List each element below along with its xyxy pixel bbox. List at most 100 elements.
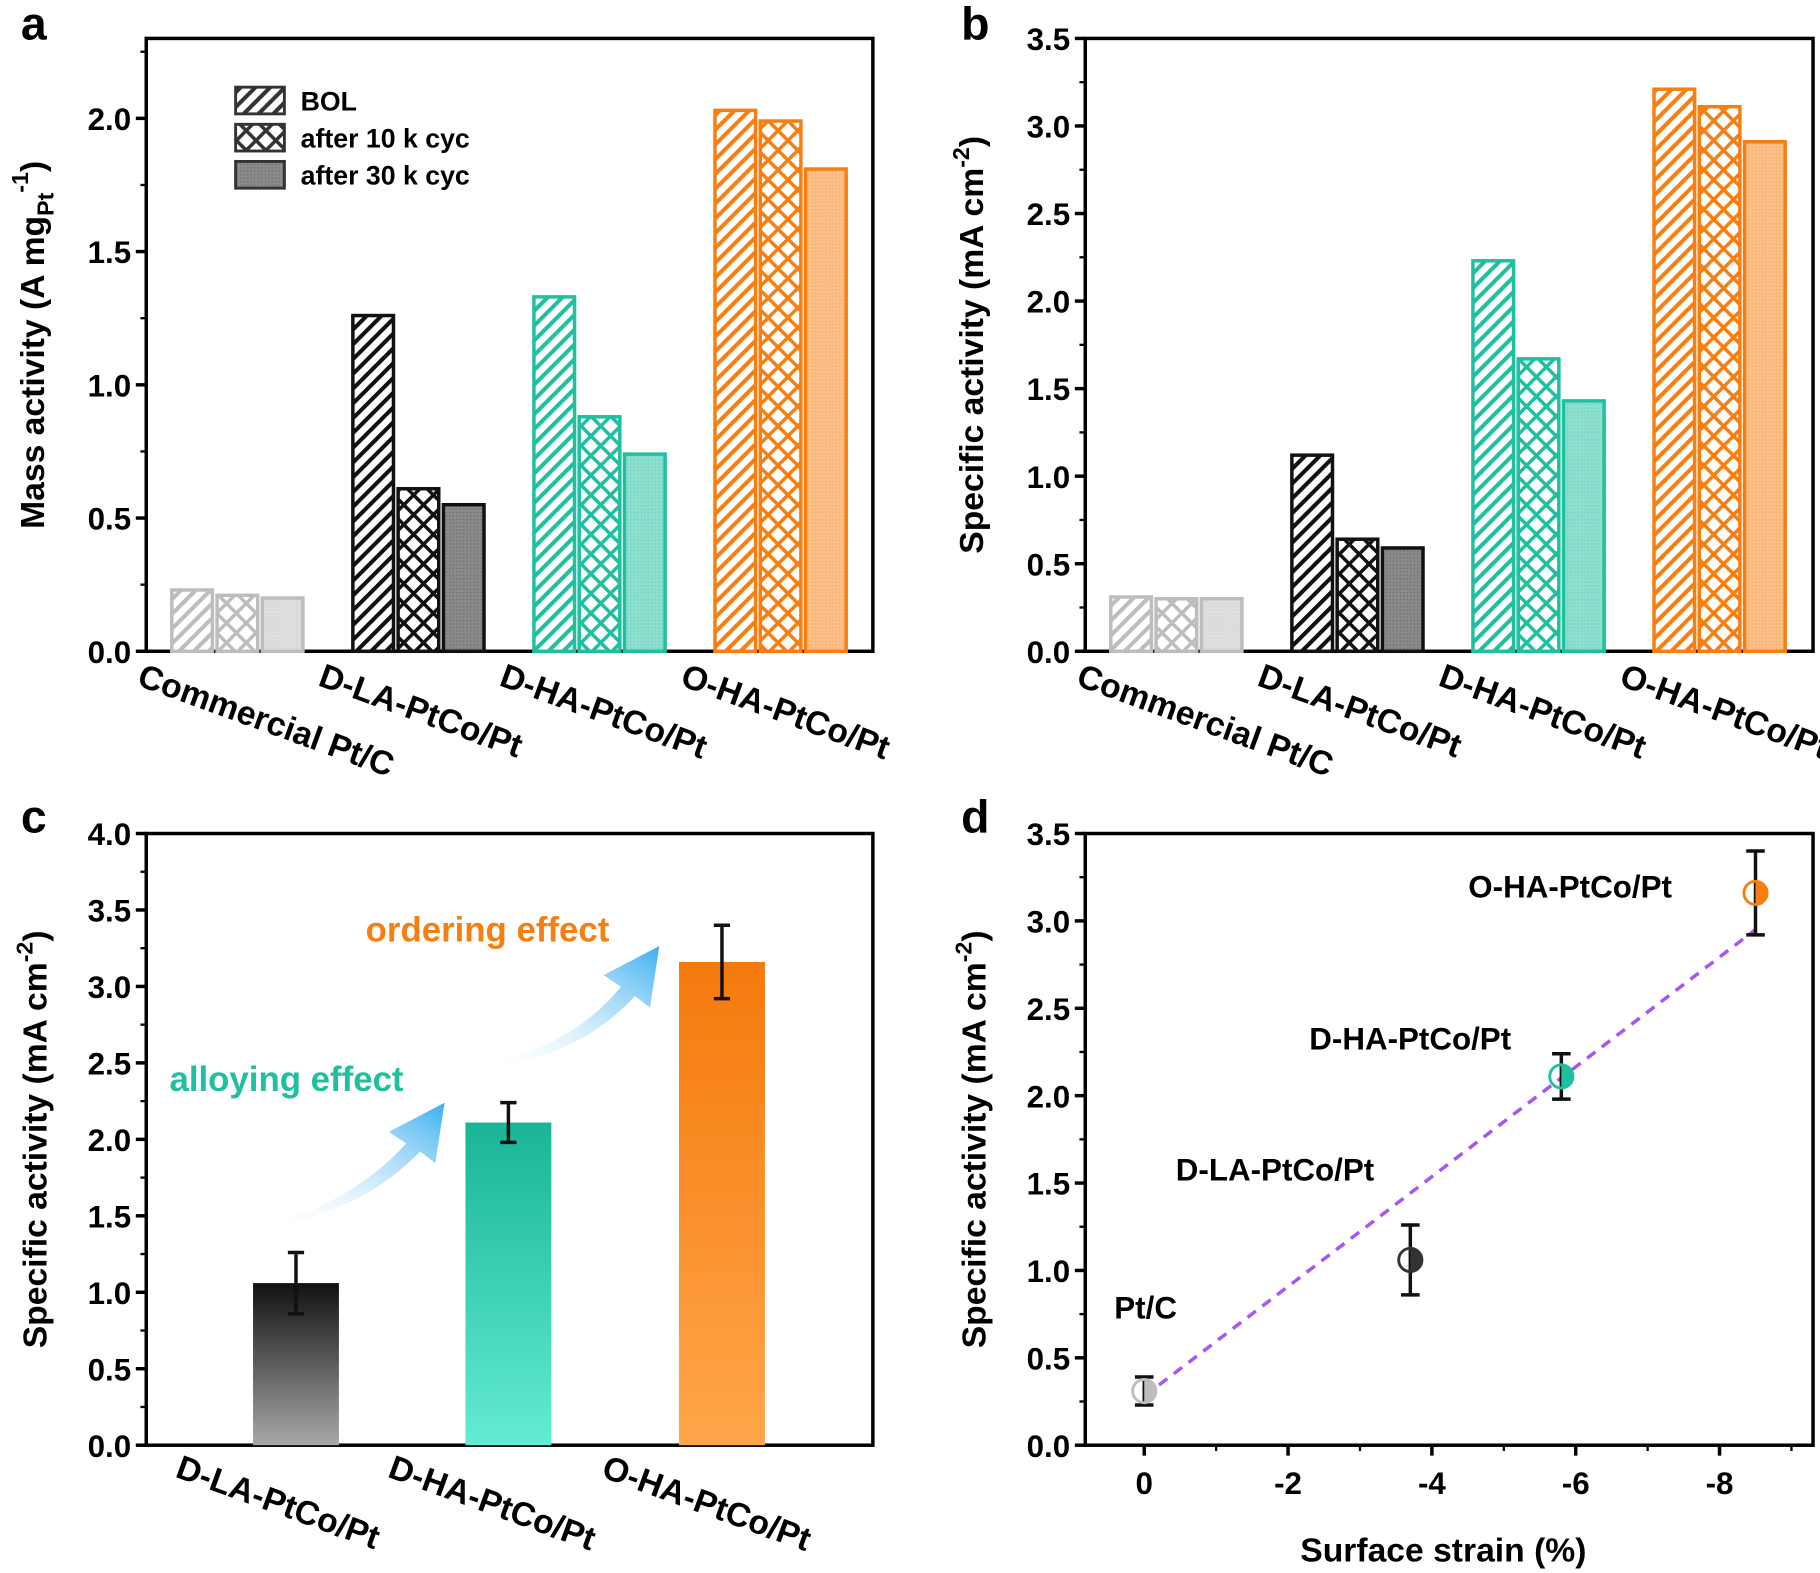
y-tick-label: 4.0 xyxy=(88,817,132,852)
bar xyxy=(1335,537,1380,654)
bar xyxy=(1154,597,1199,654)
y-tick-label: 1.0 xyxy=(1027,1254,1071,1289)
y-tick-label: 3.0 xyxy=(1027,905,1071,940)
y-tick-label: 3.5 xyxy=(88,894,132,929)
bar xyxy=(465,1122,552,1446)
bar xyxy=(1109,595,1154,654)
y-tick-label: 1.5 xyxy=(1027,1167,1071,1202)
data-point xyxy=(1397,1246,1424,1274)
y-tick-label: 0.5 xyxy=(88,1352,132,1387)
x-tick-label: -4 xyxy=(1418,1466,1446,1501)
y-tick-label: 0.5 xyxy=(1027,1341,1071,1376)
y-tick-label: 1.0 xyxy=(1027,460,1071,495)
bar xyxy=(1561,399,1606,654)
bar xyxy=(679,961,765,1446)
bar xyxy=(1652,87,1697,654)
x-tick-label: -8 xyxy=(1706,1466,1734,1501)
bar xyxy=(396,486,441,654)
legend-swatch xyxy=(234,85,286,116)
bar xyxy=(215,593,260,654)
data-point xyxy=(1548,1063,1575,1090)
bar xyxy=(758,119,803,654)
point-label: Pt/C xyxy=(1114,1291,1177,1326)
bar xyxy=(1199,597,1244,654)
y-tick-label: 3.5 xyxy=(1027,22,1071,57)
alloying-arrow-icon xyxy=(255,1102,445,1227)
y-tick-label: 1.0 xyxy=(88,368,132,403)
panel-label-b: b xyxy=(961,0,989,50)
data-point xyxy=(1742,879,1769,906)
bar xyxy=(170,588,215,654)
plot-frame xyxy=(1083,831,1815,1447)
data-point xyxy=(1131,1377,1158,1405)
bar xyxy=(1697,104,1742,654)
x-axis-label: Surface strain (%) xyxy=(1300,1532,1586,1569)
point-label: O-HA-PtCo/Pt xyxy=(1468,869,1672,904)
y-tick-label: 1.5 xyxy=(1027,372,1071,407)
point-label: D-LA-PtCo/Pt xyxy=(1176,1153,1375,1188)
bar xyxy=(532,295,577,654)
point-label: D-HA-PtCo/Pt xyxy=(1309,1021,1511,1056)
y-tick-label: 2.0 xyxy=(88,1123,132,1158)
x-category-label: O-HA-PtCo/Pt xyxy=(676,658,894,768)
y-tick-label: 0.0 xyxy=(1027,635,1071,670)
y-tick-label: 3.0 xyxy=(88,970,132,1005)
x-category-label: D-HA-PtCo/Pt xyxy=(384,1449,600,1558)
x-category-label: D-LA-PtCo/Pt xyxy=(171,1449,384,1557)
y-tick-label: 0.0 xyxy=(88,635,132,670)
panel-label-a: a xyxy=(21,0,48,50)
x-tick-label: -2 xyxy=(1274,1466,1302,1501)
y-tick-label: 1.5 xyxy=(88,235,132,270)
bar xyxy=(1290,453,1335,654)
y-tick-label: 3.5 xyxy=(1027,817,1071,852)
x-category-label: D-HA-PtCo/Pt xyxy=(1434,658,1650,767)
fit-line xyxy=(1143,928,1757,1398)
y-axis-label: Specific activity (mA cm-2) xyxy=(951,930,994,1348)
x-category-label: D-HA-PtCo/Pt xyxy=(495,658,711,767)
panel-label-d: d xyxy=(961,790,989,842)
plot-frame xyxy=(144,36,875,654)
legend-label: BOL xyxy=(301,86,357,116)
bar xyxy=(803,167,848,654)
x-tick-label: -6 xyxy=(1562,1466,1590,1501)
annotation-alloying-effect: alloying effect xyxy=(169,1060,403,1099)
bar xyxy=(713,108,758,654)
bar xyxy=(260,596,305,654)
y-tick-label: 0.5 xyxy=(1027,547,1071,582)
y-tick-label: 0.0 xyxy=(88,1429,132,1464)
legend-label: after 10 k cyc xyxy=(301,124,470,154)
y-tick-label: 0.0 xyxy=(1027,1429,1071,1464)
bar xyxy=(622,452,667,654)
x-category-label: O-HA-PtCo/Pt xyxy=(597,1449,815,1559)
bar xyxy=(441,502,486,654)
y-tick-label: 2.5 xyxy=(1027,992,1071,1027)
bar xyxy=(1471,259,1516,654)
x-tick-label: 0 xyxy=(1136,1466,1153,1501)
bar xyxy=(1742,139,1787,654)
bar xyxy=(1516,357,1561,654)
y-tick-label: 2.5 xyxy=(88,1047,132,1082)
bar xyxy=(577,415,622,654)
chart-panel-c: 0.0 0.5 1.0 1.5 2.0 2.5 3.0 3.5 4.0 D-LA-PtCo/Pt D… xyxy=(11,817,875,1559)
panel-label-c: c xyxy=(21,790,47,842)
y-tick-label: 2.0 xyxy=(1027,285,1071,320)
bar xyxy=(351,313,396,654)
bar xyxy=(1380,546,1425,654)
y-tick-label: 1.0 xyxy=(88,1276,132,1311)
chart-panel-d: 0.0 0.5 1.0 1.5 2.0 2.5 3.0 3.5 0 -2 -4 -6 -8 Surface… xyxy=(951,817,1815,1569)
legend-swatch xyxy=(234,122,286,153)
legend-label: after 30 k cyc xyxy=(301,161,470,191)
y-tick-label: 1.5 xyxy=(88,1199,132,1234)
ordering-arrow-icon xyxy=(470,946,660,1070)
y-tick-label: 0.5 xyxy=(88,502,132,537)
y-axis-label: Specific activity (mA cm-2) xyxy=(11,930,54,1348)
y-axis-label: Mass activity (A mgPt-1) xyxy=(7,161,59,529)
y-tick-label: 2.0 xyxy=(1027,1079,1071,1114)
y-tick-label: 3.0 xyxy=(1027,110,1071,145)
y-axis-label: Specific activity (mA cm-2) xyxy=(948,136,991,554)
annotation-ordering-effect: ordering effect xyxy=(366,910,610,949)
y-tick-label: 2.0 xyxy=(88,102,132,137)
